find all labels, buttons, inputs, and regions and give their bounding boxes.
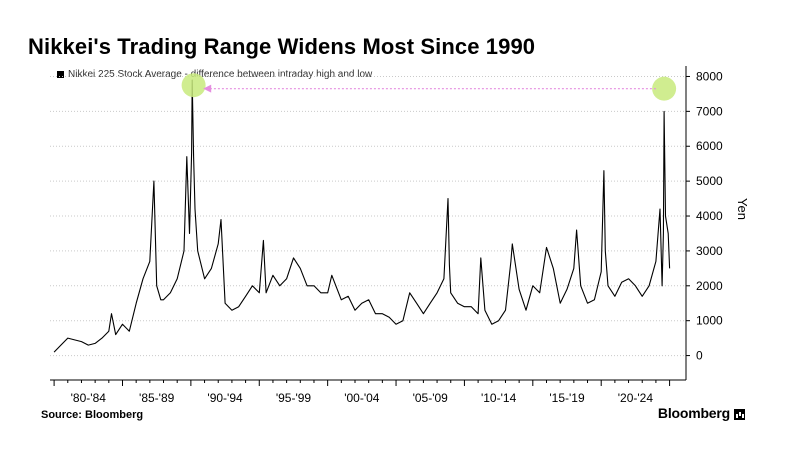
- brand-logo: Bloomberg: [658, 405, 745, 421]
- y-tick-label-7000: 7000: [696, 104, 723, 118]
- x-tick-label-8: '20-'24: [618, 391, 654, 405]
- gridlines: [50, 75, 686, 381]
- y-tick-label-4000: 4000: [696, 209, 723, 223]
- legend-swatch: [57, 70, 64, 78]
- x-axis-ticks: '80-'84 '85-'89 '90-'94 '95-'99 '00-'04 '05-'…: [53, 380, 671, 405]
- bar-chart-icon: [734, 408, 745, 420]
- x-tick-label-3: '95-'99: [276, 391, 312, 405]
- y-tick-label-3000: 3000: [696, 244, 723, 258]
- y-tick-label-2000: 2000: [696, 279, 723, 293]
- y-tick-label-6000: 6000: [696, 139, 723, 153]
- highlight-overlays: [181, 73, 677, 101]
- chart-title: Nikkei's Trading Range Widens Most Since…: [28, 34, 536, 59]
- x-tick-label-0: '80-'84: [71, 391, 107, 405]
- chart-legend: Nikkei 225 Stock Average - difference be…: [57, 66, 372, 82]
- comparison-arrow-head: [203, 84, 212, 93]
- y-axis-label: Yen: [735, 198, 750, 220]
- legend-label: Nikkei 225 Stock Average - difference be…: [68, 68, 373, 80]
- series-line: [53, 79, 671, 353]
- x-tick-label-1: '85-'89: [139, 391, 175, 405]
- y-tick-label-5000: 5000: [696, 174, 723, 188]
- y-tick-label-0: 0: [696, 349, 703, 363]
- y-tick-label-8000: 8000: [696, 69, 723, 83]
- x-tick-label-2: '90-'94: [207, 391, 243, 405]
- brand-name: Bloomberg: [657, 405, 730, 421]
- highlight-circle-1: [652, 76, 677, 101]
- x-tick-label-5: '05-'09: [413, 391, 449, 405]
- x-tick-label-6: '10-'14: [481, 391, 517, 405]
- highlight-circle-0: [181, 73, 206, 98]
- y-axis-ticks: 0 1000 2000 3000 4000 5000 6000 7000 8000: [685, 66, 723, 380]
- source-note: Source: Bloomberg: [41, 409, 144, 421]
- y-tick-label-1000: 1000: [696, 314, 723, 328]
- x-tick-label-4: '00-'04: [344, 391, 380, 405]
- x-tick-label-7: '15-'19: [549, 391, 585, 405]
- series-group: [53, 79, 671, 353]
